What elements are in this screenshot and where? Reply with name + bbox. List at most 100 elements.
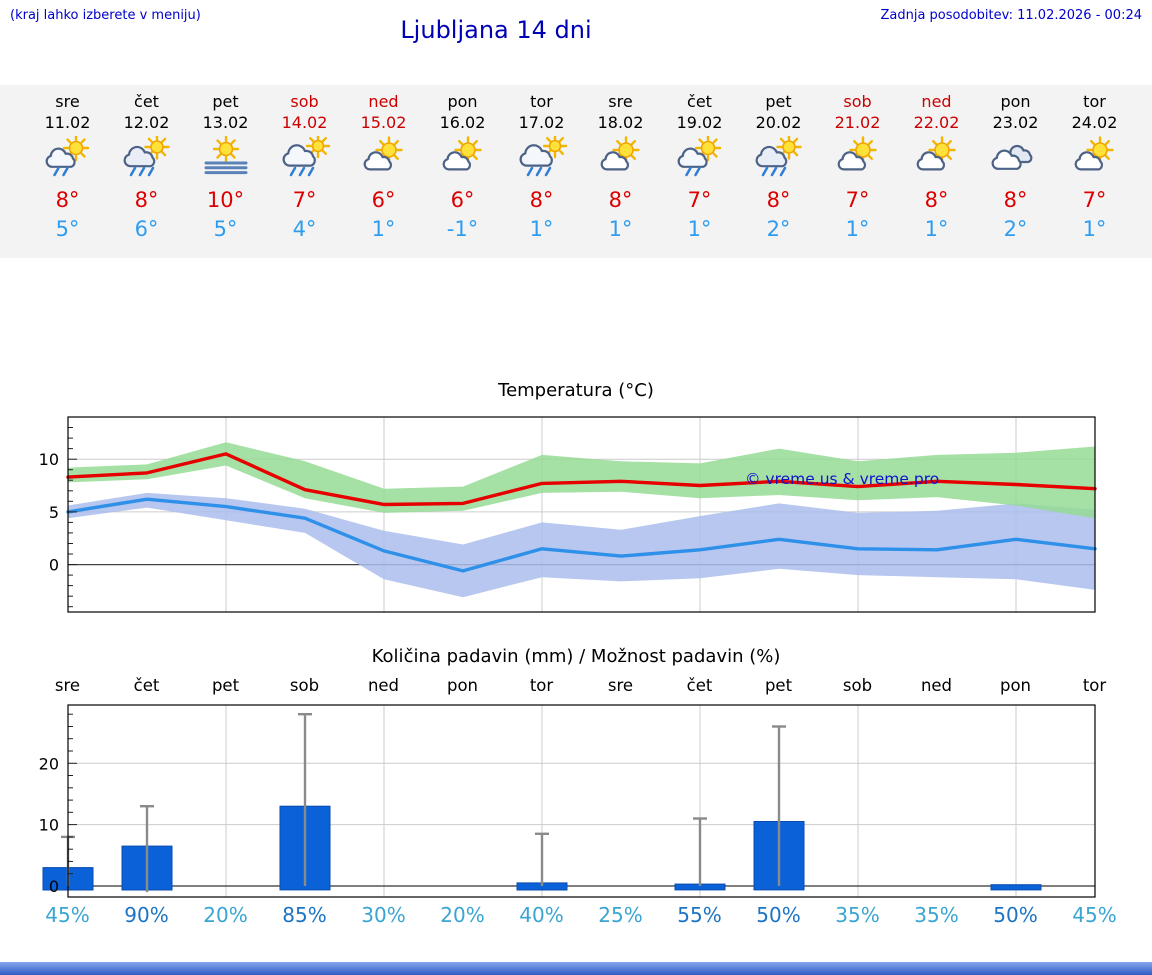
forecast-day[interactable]: tor 24.02 7° 1° <box>1055 91 1134 242</box>
precipitation-chart-title: Količina padavin (mm) / Možnost padavin … <box>371 646 781 667</box>
temp-high: 8° <box>134 188 159 212</box>
forecast-day[interactable]: pet 13.02 10° 5° <box>186 91 265 242</box>
precip-day-label: tor <box>1082 676 1107 695</box>
day-date: 23.02 <box>992 113 1039 132</box>
temp-low: 2° <box>766 217 791 241</box>
precip-day-label: ned <box>367 676 400 695</box>
temp-low: 1° <box>371 217 396 241</box>
precip-day-label: čet <box>686 676 713 695</box>
sun-cloud-icon <box>344 134 423 184</box>
svg-text:10: 10 <box>39 450 59 469</box>
precip-probability: 35% <box>914 903 959 927</box>
forecast-day[interactable]: sre 11.02 8° 5° <box>28 91 107 242</box>
sun-cloud-icon <box>581 134 660 184</box>
day-date: 24.02 <box>1071 113 1118 132</box>
precip-day-label: čet <box>133 676 160 695</box>
temp-high: 8° <box>924 188 949 212</box>
temperature-chart: 0 5 10 © vreme.us & vreme.pro <box>0 412 1152 622</box>
temp-high: 8° <box>1003 188 1028 212</box>
sun-cloud-rain-icon <box>107 134 186 184</box>
precip-probability: 25% <box>598 903 643 927</box>
last-update: Zadnja posodobitev: 11.02.2026 - 00:24 <box>880 8 1142 23</box>
day-date: 19.02 <box>676 113 723 132</box>
forecast-day[interactable]: ned 22.02 8° 1° <box>897 91 976 242</box>
forecast-day[interactable]: sob 14.02 7° 4° <box>265 91 344 242</box>
day-name: ned <box>921 92 952 111</box>
temp-high: 8° <box>55 188 80 212</box>
sun-cloud-showers-icon <box>660 134 739 184</box>
svg-text:5: 5 <box>49 503 59 522</box>
temp-high: 7° <box>1082 188 1107 212</box>
precip-day-label: pet <box>764 676 793 695</box>
forecast-day[interactable]: ned 15.02 6° 1° <box>344 91 423 242</box>
svg-text:20: 20 <box>39 754 59 773</box>
forecast-day[interactable]: pon 16.02 6° -1° <box>423 91 502 242</box>
sun-cloud-icon <box>897 134 976 184</box>
temp-low: 1° <box>608 217 633 241</box>
sun-cloud-icon <box>1055 134 1134 184</box>
precip-day-label: sob <box>289 676 320 695</box>
day-name: sob <box>290 92 319 111</box>
temp-low: 1° <box>529 217 554 241</box>
day-name: ned <box>368 92 399 111</box>
day-name: čet <box>687 92 712 111</box>
precip-day-label: tor <box>529 676 554 695</box>
precip-day-label: ned <box>920 676 953 695</box>
day-date: 18.02 <box>597 113 644 132</box>
precip-day-label: pon <box>999 676 1032 695</box>
forecast-day[interactable]: čet 12.02 8° 6° <box>107 91 186 242</box>
forecast-day[interactable]: pet 20.02 8° 2° <box>739 91 818 242</box>
temp-low: 5° <box>55 217 80 241</box>
precip-probability: 90% <box>124 903 169 927</box>
temp-high: 8° <box>608 188 633 212</box>
temp-low: 2° <box>1003 217 1028 241</box>
precip-probability: 50% <box>993 903 1038 927</box>
forecast-day[interactable]: pon 23.02 8° 2° <box>976 91 1055 242</box>
temp-low: 1° <box>687 217 712 241</box>
day-name: tor <box>1083 92 1106 111</box>
day-name: čet <box>134 92 159 111</box>
page-title: Ljubljana 14 dni <box>400 16 592 44</box>
day-date: 15.02 <box>360 113 407 132</box>
sun-fog-icon <box>186 134 265 184</box>
temp-high: 7° <box>292 188 317 212</box>
precip-probability: 45% <box>45 903 90 927</box>
day-date: 21.02 <box>834 113 881 132</box>
precip-day-label: pon <box>446 676 479 695</box>
day-name: pon <box>1000 92 1031 111</box>
forecast-day[interactable]: sre 18.02 8° 1° <box>581 91 660 242</box>
forecast-days-row: sre 11.02 8° 5° čet 12.02 8° 6° pet 13.02 10° 5° sob… <box>28 91 1134 242</box>
temp-low: -1° <box>446 217 479 241</box>
forecast-strip: sre 11.02 8° 5° čet 12.02 8° 6° pet 13.02 10° 5° sob… <box>0 85 1152 258</box>
temp-high: 6° <box>371 188 396 212</box>
temp-low: 4° <box>292 217 317 241</box>
svg-text:10: 10 <box>39 816 59 835</box>
temp-high: 8° <box>529 188 554 212</box>
day-date: 20.02 <box>755 113 802 132</box>
precip-day-label: sre <box>607 676 634 695</box>
temp-high: 10° <box>206 188 245 212</box>
precip-probability: 85% <box>282 903 327 927</box>
precip-day-label: sre <box>54 676 81 695</box>
day-name: sre <box>55 92 80 111</box>
temp-low: 1° <box>845 217 870 241</box>
precip-probability: 45% <box>1072 903 1117 927</box>
cloud-rain-icon <box>502 133 581 184</box>
day-date: 17.02 <box>518 113 565 132</box>
precip-day-labels-row: sre čet pet sob ned pon tor sre čet pet sob ned pon t… <box>28 676 1134 695</box>
temp-low: 6° <box>134 217 159 241</box>
forecast-day[interactable]: sob 21.02 7° 1° <box>818 91 897 242</box>
footer-bar <box>0 962 1152 975</box>
sun-cloud-icon <box>423 134 502 184</box>
precipitation-chart: 0 10 20 <box>0 700 1152 905</box>
menu-hint: (kraj lahko izberete v meniju) <box>10 8 201 23</box>
sun-cloud-icon <box>818 134 897 184</box>
temp-high: 7° <box>687 188 712 212</box>
watermark-link[interactable]: © vreme.us & vreme.pro <box>745 470 939 488</box>
forecast-day[interactable]: čet 19.02 7° 1° <box>660 91 739 242</box>
temp-high: 7° <box>845 188 870 212</box>
clouds-icon <box>976 134 1055 184</box>
forecast-day[interactable]: tor 17.02 8° 1° <box>502 91 581 242</box>
cloud-rain-icon <box>265 133 344 184</box>
